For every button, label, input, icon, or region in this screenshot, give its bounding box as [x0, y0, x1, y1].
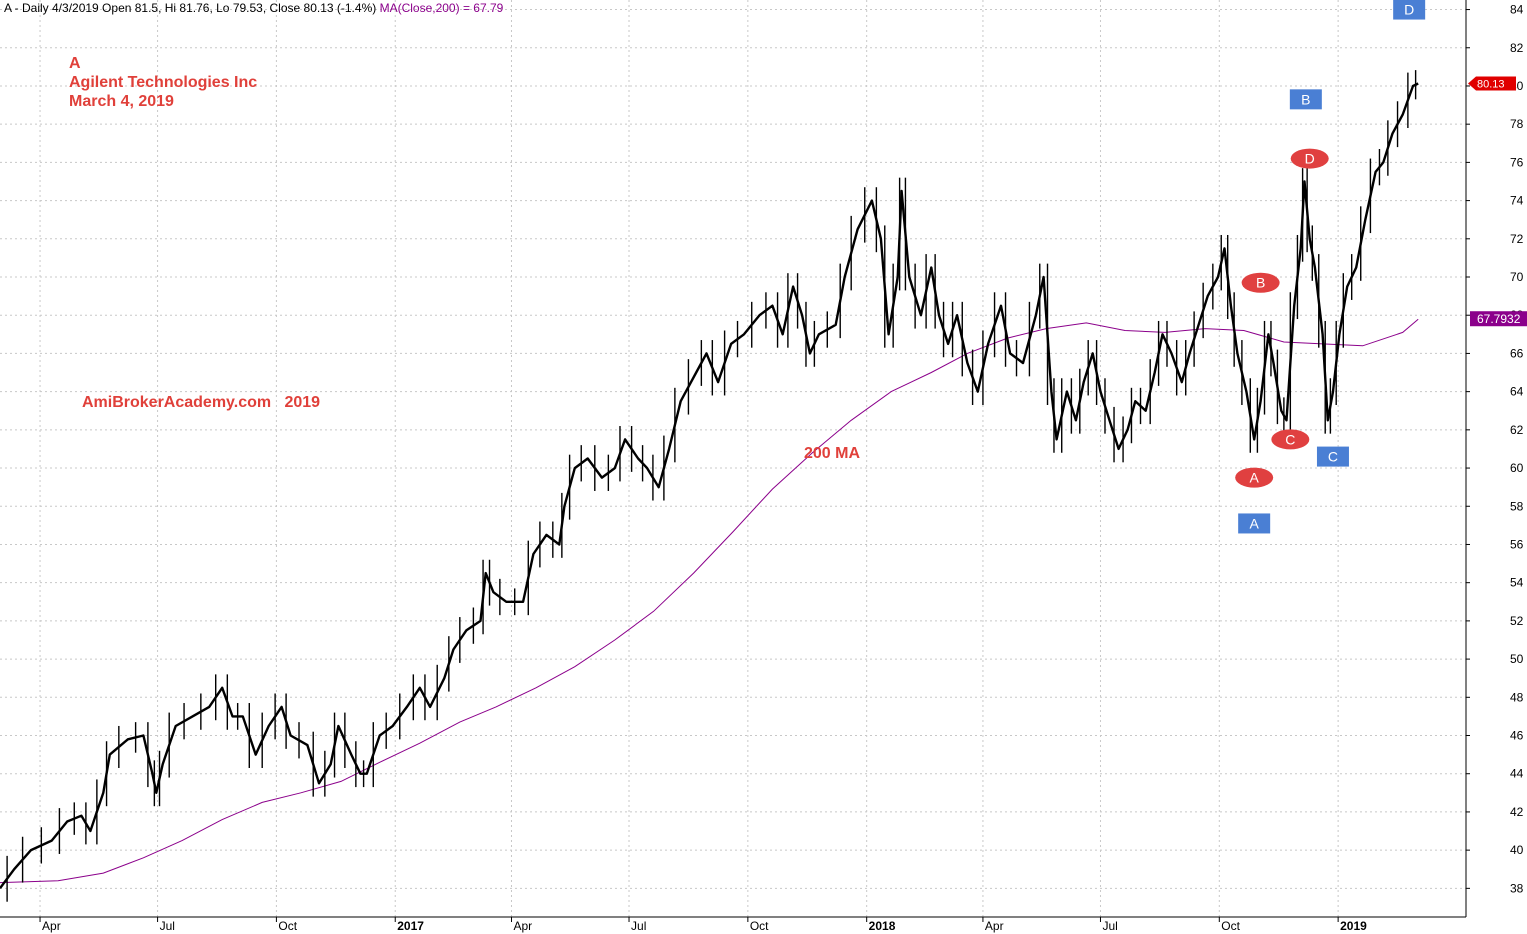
y-tick-label: 44	[1510, 767, 1524, 781]
y-tick-label: 70	[1510, 270, 1524, 284]
x-tick-label: Jul	[160, 919, 175, 933]
x-tick-label: 2018	[869, 919, 896, 933]
value-tags: 80.13 67.7932	[1468, 76, 1527, 327]
price-series	[0, 70, 1419, 902]
y-tick-label: 58	[1510, 499, 1524, 513]
ma-value-tag	[1470, 311, 1527, 327]
marker-red-B	[1241, 272, 1280, 293]
last-price-tag	[1468, 76, 1516, 91]
pattern-markers: A B C D A B C D	[1235, 0, 1426, 534]
y-tick-label: 50	[1510, 652, 1524, 666]
ma-label: 200 MA	[804, 445, 861, 462]
marker-blue-A	[1238, 513, 1271, 534]
x-tick-label: Jul	[1102, 919, 1117, 933]
y-tick-label: 78	[1510, 117, 1524, 131]
grid-lines	[0, 0, 1466, 917]
header-ohlc: A - Daily 4/3/2019 Open 81.5, Hi 81.76, …	[4, 1, 377, 15]
x-tick-label: Oct	[278, 919, 297, 933]
chart-header: A - Daily 4/3/2019 Open 81.5, Hi 81.76, …	[4, 1, 503, 15]
marker-red-A	[1235, 467, 1274, 488]
marker-label: D	[1404, 2, 1414, 18]
y-tick-label: 62	[1510, 423, 1524, 437]
marker-label: A	[1250, 470, 1260, 486]
y-tick-label: 74	[1510, 194, 1524, 208]
date-label: March 4, 2019	[69, 93, 174, 110]
y-tick-label: 46	[1510, 729, 1524, 743]
y-tick-label: 40	[1510, 843, 1524, 857]
marker-blue-D	[1393, 0, 1426, 20]
y-tick-label: 64	[1510, 385, 1524, 399]
site-label: AmiBrokerAcademy.com 2019	[82, 394, 321, 411]
x-tick-label: Oct	[750, 919, 769, 933]
y-tick-label: 54	[1510, 576, 1524, 590]
y-tick-label: 66	[1510, 346, 1524, 360]
marker-label: D	[1305, 151, 1315, 167]
marker-label: B	[1301, 91, 1310, 107]
x-tick-label: Oct	[1221, 919, 1240, 933]
y-tick-label: 84	[1510, 3, 1524, 17]
x-tick-label: Apr	[513, 919, 532, 933]
x-tick-label: Apr	[42, 919, 61, 933]
marker-label: A	[1250, 515, 1260, 531]
marker-blue-C	[1316, 446, 1349, 467]
x-tick-label: 2019	[1340, 919, 1367, 933]
last-price-label: 80.13	[1477, 78, 1505, 90]
x-tick-label: Jul	[631, 919, 646, 933]
ma-value-label: 67.7932	[1477, 312, 1521, 326]
ticker-label: A	[69, 55, 81, 72]
y-tick-label: 72	[1510, 232, 1524, 246]
y-tick-label: 76	[1510, 155, 1524, 169]
x-tick-label: 2017	[397, 919, 424, 933]
y-tick-label: 60	[1510, 461, 1524, 475]
header-ma: MA(Close,200) = 67.79	[379, 1, 504, 15]
company-label: Agilent Technologies Inc	[69, 74, 258, 91]
ma-series	[0, 318, 1419, 884]
y-tick-label: 38	[1510, 881, 1524, 895]
y-tick-label: 56	[1510, 537, 1524, 551]
y-tick-label: 48	[1510, 690, 1524, 704]
marker-label: C	[1285, 431, 1295, 447]
marker-red-C	[1271, 429, 1310, 450]
y-tick-label: 42	[1510, 805, 1524, 819]
marker-label: B	[1256, 275, 1265, 291]
y-tick-label: 52	[1510, 614, 1524, 628]
y-tick-label: 82	[1510, 41, 1524, 55]
marker-red-D	[1290, 148, 1329, 169]
price-line	[0, 82, 1419, 890]
marker-label: C	[1328, 449, 1338, 465]
x-tick-label: Apr	[985, 919, 1004, 933]
marker-blue-B	[1289, 89, 1322, 110]
ma-line	[0, 318, 1419, 884]
